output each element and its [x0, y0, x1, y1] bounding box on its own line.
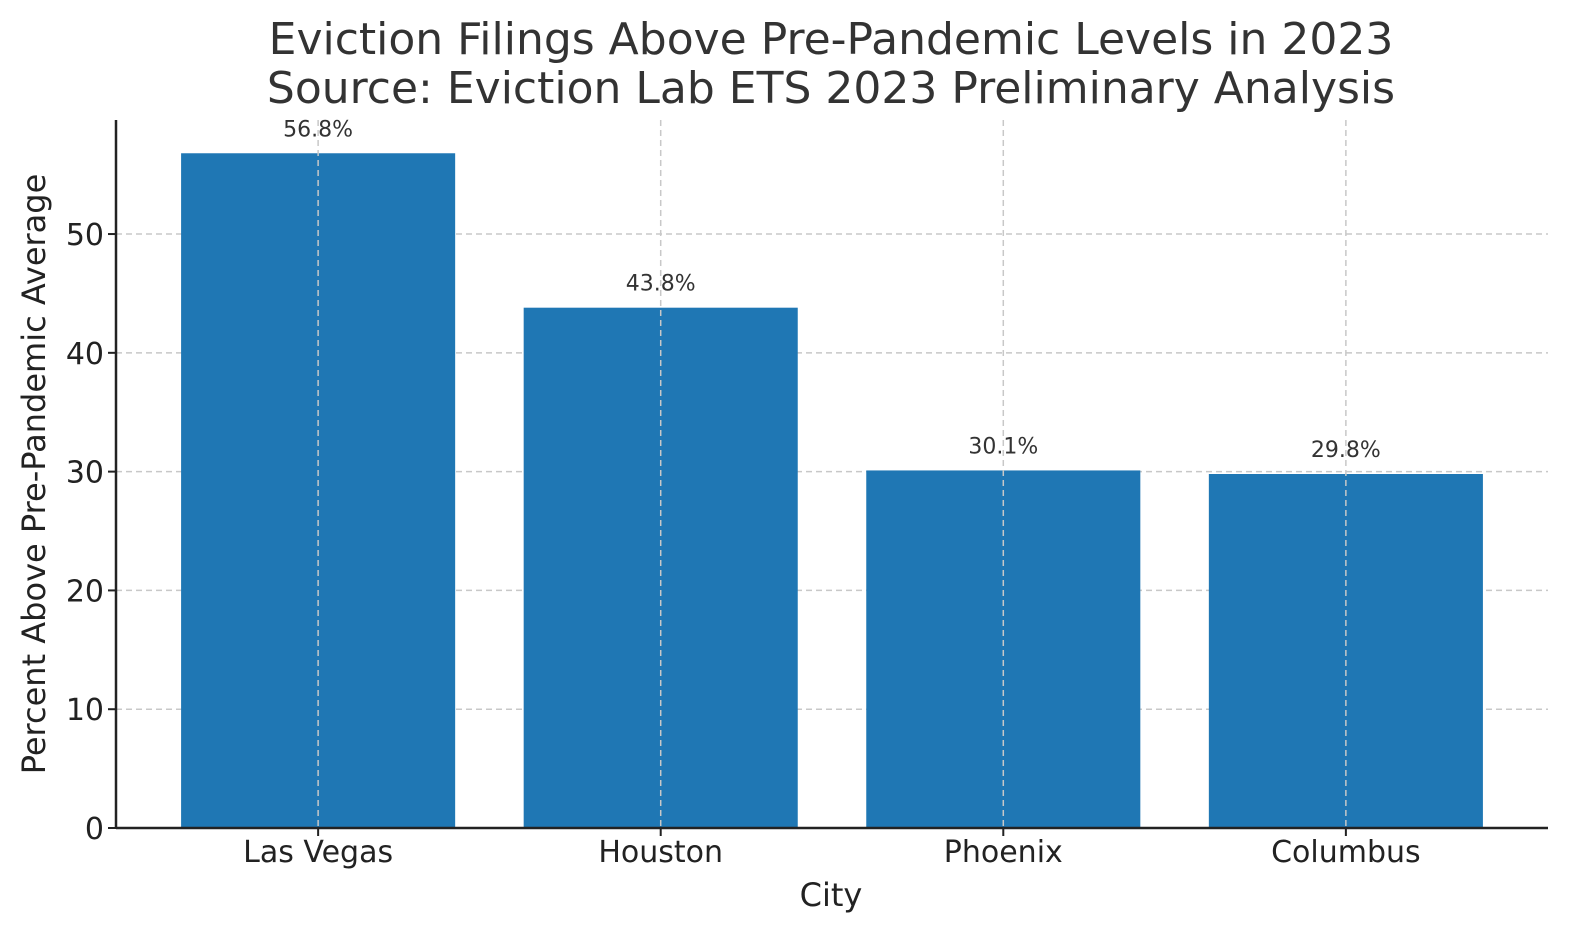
y-ticks: 0 10 20 30 40 50 — [66, 218, 116, 847]
data-label: 56.8% — [283, 117, 353, 142]
y-tick-label: 50 — [66, 218, 104, 253]
x-tick-label: Las Vegas — [243, 835, 393, 870]
chart-title-line-2: Source: Eviction Lab ETS 2023 Preliminar… — [267, 63, 1395, 114]
y-axis-label: Percent Above Pre-Pandemic Average — [15, 174, 53, 775]
bars — [181, 153, 1483, 829]
y-tick-label: 40 — [66, 337, 104, 372]
y-tick-label: 0 — [85, 812, 104, 847]
vertical-grid-lines — [317, 120, 1347, 828]
data-label: 43.8% — [626, 272, 696, 297]
x-tick-label: Columbus — [1271, 835, 1421, 870]
chart-title-line-1: Eviction Filings Above Pre-Pandemic Leve… — [269, 14, 1394, 65]
data-label: 29.8% — [1311, 438, 1381, 463]
y-tick-label: 10 — [66, 693, 104, 728]
data-label: 30.1% — [968, 434, 1038, 459]
x-ticks: Las Vegas Houston Phoenix Columbus — [243, 828, 1421, 870]
x-tick-label: Phoenix — [944, 835, 1063, 870]
x-tick-label: Houston — [598, 835, 723, 870]
x-axis-label: City — [800, 876, 863, 914]
data-labels: 56.8% 43.8% 30.1% 29.8% — [283, 117, 1381, 463]
y-tick-label: 30 — [66, 456, 104, 491]
y-tick-label: 20 — [66, 574, 104, 609]
